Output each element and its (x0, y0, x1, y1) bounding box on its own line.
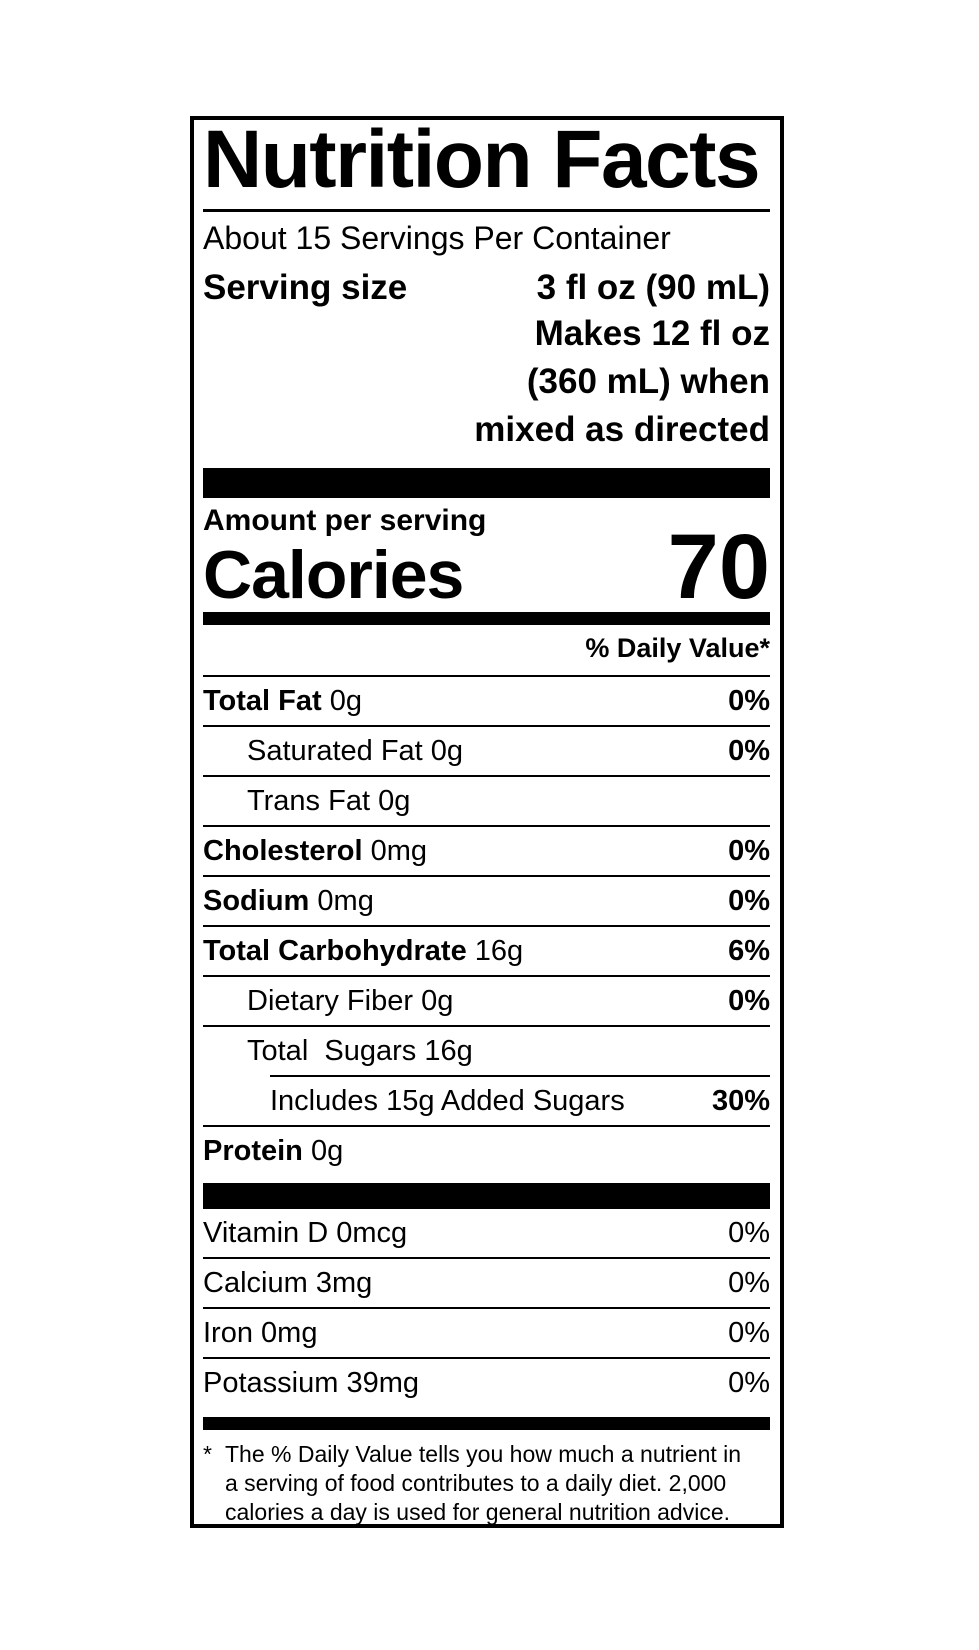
nutrient-amount: 16g (424, 1035, 473, 1067)
calories-divider-bar (203, 612, 770, 625)
nutrient-amount: 0mg (317, 885, 374, 917)
nutrient-dv: 0% (728, 835, 770, 867)
nutrient-amount: 16g (474, 935, 524, 967)
label-title: Nutrition Facts (203, 116, 761, 205)
nutrient-rows: Total Fat 0g 0% Saturated Fat 0g 0% Tran… (203, 675, 770, 1175)
nutrient-dv: 0% (728, 735, 770, 767)
nutrient-dv: 0% (728, 985, 770, 1017)
micronutrient-rows: Vitamin D 0mcg 0% Calcium 3mg 0% Iron 0m… (203, 1209, 770, 1407)
nutrient-amount: 39mg (346, 1367, 419, 1399)
nutrient-name: Includes 15g Added Sugars (270, 1085, 625, 1117)
row-total-carbohydrate: Total Carbohydrate 16g 6% (203, 925, 770, 975)
section-bar-middle (203, 1183, 770, 1209)
serving-size-value: 3 fl oz (90 mL) (536, 268, 770, 307)
nutrient-amount: 3mg (315, 1267, 373, 1299)
nutrient-name: Sodium (203, 885, 310, 917)
nutrient-name: Trans Fat (247, 785, 371, 817)
calories-label: Calories (203, 537, 464, 614)
nutrient-amount: 0mg (261, 1317, 318, 1349)
nutrient-dv: 0% (728, 1367, 770, 1399)
nutrient-dv: 0% (728, 1217, 770, 1249)
nutrient-amount: 0mcg (336, 1217, 408, 1249)
row-potassium: Potassium 39mg 0% (203, 1357, 770, 1407)
footnote-divider-bar (203, 1417, 770, 1430)
title-divider (203, 209, 770, 212)
nutrient-name: Calcium (203, 1267, 308, 1299)
row-total-sugars: Total Sugars 16g (203, 1025, 770, 1075)
footnote-asterisk: * (203, 1441, 212, 1467)
nutrient-name: Total Carbohydrate (203, 935, 467, 967)
nutrient-amount: 0g (378, 785, 411, 817)
daily-value-header: % Daily Value* (585, 633, 770, 663)
nutrient-name: Saturated Fat (247, 735, 423, 767)
serving-note-line: (360 mL) when (526, 362, 770, 401)
nutrient-amount: 0g (421, 985, 454, 1017)
calories-value: 70 (667, 516, 770, 619)
nutrient-dv: 0% (728, 1317, 770, 1349)
nutrient-dv: 0% (728, 885, 770, 917)
servings-per-container: About 15 Servings Per Container (203, 220, 671, 256)
row-saturated-fat: Saturated Fat 0g 0% (203, 725, 770, 775)
row-calcium: Calcium 3mg 0% (203, 1257, 770, 1307)
serving-size-row: Serving size 3 fl oz (90 mL) (203, 266, 770, 310)
calories-row: Calories 70 (203, 521, 770, 614)
nutrient-amount: 0g (329, 685, 363, 717)
footnote-line: The % Daily Value tells you how much a n… (225, 1441, 742, 1467)
serving-note-line: Makes 12 fl oz (534, 314, 770, 353)
nutrient-amount: 0mg (370, 835, 428, 867)
amount-per-serving-label: Amount per serving (203, 504, 487, 537)
nutrient-name: Total Fat (203, 685, 322, 717)
daily-value-footnote: * The % Daily Value tells you how much a… (203, 1430, 770, 1525)
nutrient-name: Total Sugars (247, 1035, 417, 1067)
nutrient-name: Dietary Fiber (247, 985, 413, 1017)
row-vitamin-d: Vitamin D 0mcg 0% (203, 1209, 770, 1257)
nutrient-amount: 0g (430, 735, 464, 767)
nutrient-name: Iron (203, 1317, 253, 1349)
nutrient-dv: 0% (728, 1267, 770, 1299)
nutrient-dv: 0% (728, 685, 770, 717)
row-added-sugars: Includes 15g Added Sugars 30% (270, 1075, 770, 1125)
row-sodium: Sodium 0mg 0% (203, 875, 770, 925)
nutrient-name: Protein (203, 1135, 303, 1167)
row-total-fat: Total Fat 0g 0% (203, 675, 770, 725)
nutrient-name: Vitamin D (203, 1217, 329, 1249)
nutrient-name: Cholesterol (203, 835, 363, 867)
serving-size-label: Serving size (203, 268, 408, 307)
nutrient-dv: 30% (711, 1085, 770, 1117)
row-cholesterol: Cholesterol 0mg 0% (203, 825, 770, 875)
nutrient-name: Potassium (203, 1367, 339, 1399)
section-bar-top (203, 468, 770, 498)
row-dietary-fiber: Dietary Fiber 0g 0% (203, 975, 770, 1025)
row-iron: Iron 0mg 0% (203, 1307, 770, 1357)
nutrition-facts-label: Nutrition Facts About 15 Servings Per Co… (190, 116, 784, 1528)
footnote-line: calories a day is used for general nutri… (225, 1499, 731, 1525)
row-protein: Protein 0g (203, 1125, 770, 1175)
nutrient-dv: 6% (728, 935, 770, 967)
row-trans-fat: Trans Fat 0g (203, 775, 770, 825)
nutrient-amount: 0g (310, 1135, 344, 1167)
footnote-line: a serving of food contributes to a daily… (225, 1470, 727, 1496)
serving-note-line: mixed as directed (474, 410, 770, 449)
